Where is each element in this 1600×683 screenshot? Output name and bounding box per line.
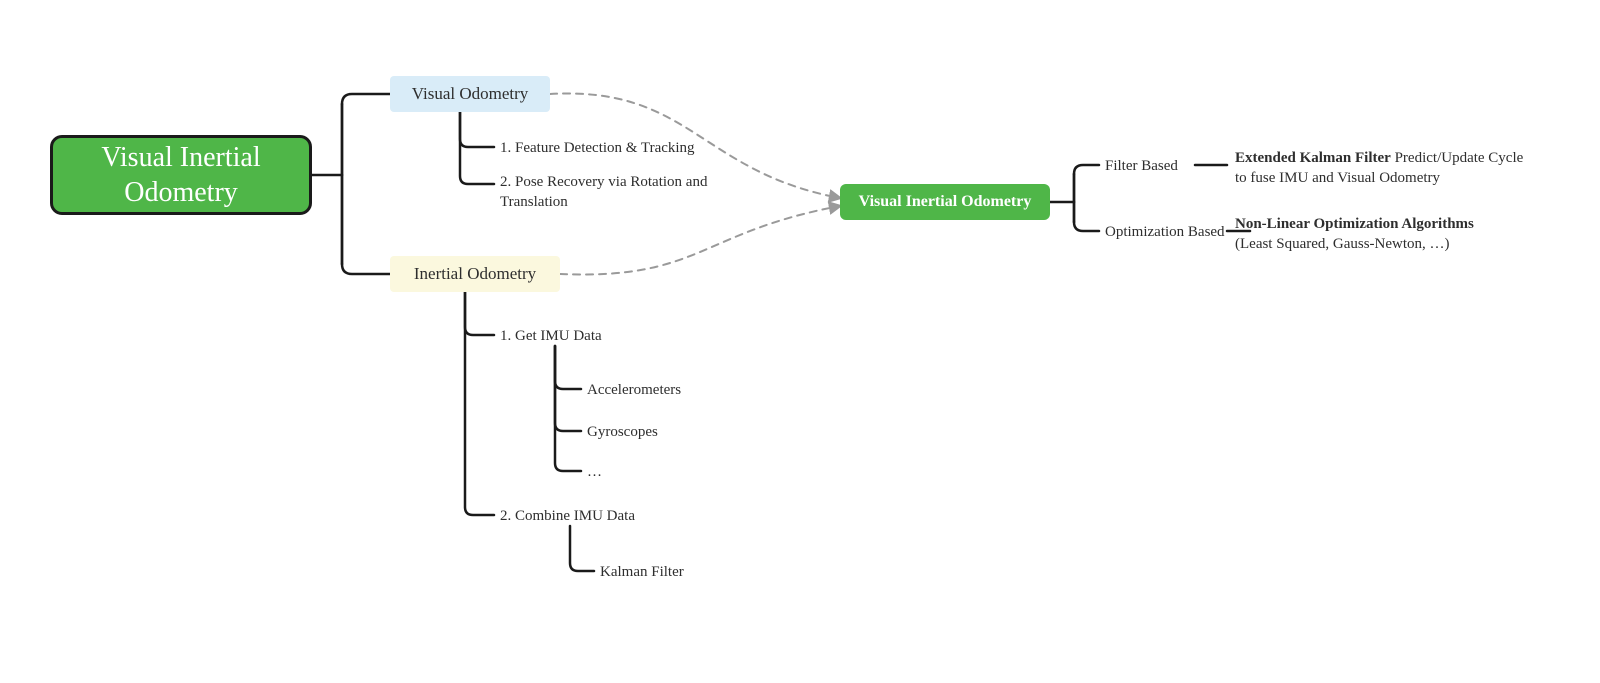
filter-based-desc: Extended Kalman Filter Predict/Update Cy… (1235, 148, 1535, 189)
vio-label: Visual Inertial Odometry (859, 193, 1032, 211)
inertial-odometry-label: Inertial Odometry (414, 264, 536, 284)
inertial-item2-child-0: Kalman Filter (600, 562, 684, 582)
inertial-item-1: 1. Get IMU Data (500, 326, 602, 346)
visual-odometry-label: Visual Odometry (412, 84, 529, 104)
visual-item-1: 1. Feature Detection & Tracking (500, 138, 695, 158)
root-label: Visual Inertial Odometry (71, 140, 291, 210)
inertial-item1-child-1: Gyroscopes (587, 422, 658, 442)
root-node: Visual Inertial Odometry (50, 135, 312, 215)
optimization-based-desc-rest: (Least Squared, Gauss-Newton, …) (1235, 236, 1450, 252)
filter-based-desc-bold: Extended Kalman Filter (1235, 150, 1391, 166)
filter-based-label: Filter Based (1105, 156, 1178, 176)
inertial-item1-child-0: Accelerometers (587, 380, 681, 400)
connector-layer (0, 0, 1600, 683)
inertial-item-2: 2. Combine IMU Data (500, 506, 635, 526)
optimization-based-label: Optimization Based (1105, 222, 1225, 242)
visual-item-2: 2. Pose Recovery via Rotation and Transl… (500, 172, 760, 213)
optimization-based-desc: Non-Linear Optimization Algorithms (Leas… (1235, 214, 1555, 255)
inertial-item1-child-2: … (587, 462, 602, 482)
inertial-odometry-node: Inertial Odometry (390, 256, 560, 292)
visual-odometry-node: Visual Odometry (390, 76, 550, 112)
vio-node: Visual Inertial Odometry (840, 184, 1050, 220)
optimization-based-desc-bold: Non-Linear Optimization Algorithms (1235, 216, 1474, 232)
